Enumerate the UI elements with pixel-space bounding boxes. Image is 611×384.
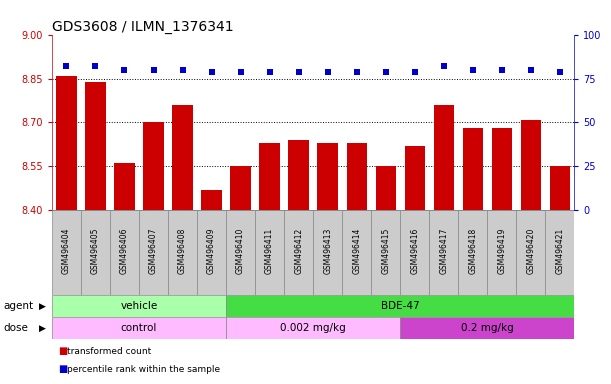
Text: 0.2 mg/kg: 0.2 mg/kg — [461, 323, 514, 333]
Text: ▶: ▶ — [39, 301, 46, 311]
Bar — [226, 210, 255, 295]
Bar — [226, 295, 574, 317]
Point — [148, 67, 158, 73]
Bar — [371, 210, 400, 295]
Text: agent: agent — [3, 301, 33, 311]
Bar — [404, 146, 425, 210]
Bar — [346, 143, 367, 210]
Bar — [172, 105, 192, 210]
Text: GSM496404: GSM496404 — [62, 228, 71, 274]
Bar — [168, 210, 197, 295]
Text: GSM496405: GSM496405 — [91, 228, 100, 274]
Text: 0.002 mg/kg: 0.002 mg/kg — [280, 323, 346, 333]
Text: GSM496415: GSM496415 — [381, 228, 390, 274]
Point — [410, 69, 420, 75]
Bar — [52, 210, 81, 295]
Bar — [376, 166, 396, 210]
Bar — [284, 210, 313, 295]
Text: GSM496409: GSM496409 — [207, 228, 216, 274]
Point — [439, 63, 448, 70]
Text: GSM496416: GSM496416 — [410, 228, 419, 274]
Text: GSM496420: GSM496420 — [526, 228, 535, 274]
Point — [178, 67, 188, 73]
Bar — [230, 166, 251, 210]
Bar — [202, 190, 222, 210]
Point — [497, 67, 507, 73]
Point — [90, 63, 100, 70]
Bar — [488, 210, 516, 295]
Bar — [521, 119, 541, 210]
Text: GSM496421: GSM496421 — [555, 228, 565, 274]
Bar — [52, 295, 226, 317]
Text: GSM496406: GSM496406 — [120, 228, 129, 274]
Text: GSM496417: GSM496417 — [439, 228, 448, 274]
Text: vehicle: vehicle — [120, 301, 158, 311]
Bar — [516, 210, 546, 295]
Text: GSM496418: GSM496418 — [468, 228, 477, 274]
Bar — [86, 81, 106, 210]
Point — [62, 63, 71, 70]
Bar — [342, 210, 371, 295]
Point — [236, 69, 246, 75]
Text: control: control — [121, 323, 157, 333]
Text: GSM496411: GSM496411 — [265, 228, 274, 274]
Bar — [52, 317, 226, 339]
Bar — [81, 210, 110, 295]
Bar — [546, 210, 574, 295]
Bar — [197, 210, 226, 295]
Text: GDS3608 / ILMN_1376341: GDS3608 / ILMN_1376341 — [52, 20, 233, 34]
Point — [294, 69, 304, 75]
Bar — [139, 210, 168, 295]
Bar — [463, 128, 483, 210]
Text: GSM496412: GSM496412 — [294, 228, 303, 274]
Bar — [400, 317, 574, 339]
Bar — [226, 317, 400, 339]
Text: GSM496408: GSM496408 — [178, 228, 187, 274]
Bar — [288, 140, 309, 210]
Text: GSM496410: GSM496410 — [236, 228, 245, 274]
Bar — [255, 210, 284, 295]
Point — [207, 69, 216, 75]
Text: ▶: ▶ — [39, 323, 46, 333]
Text: GSM496419: GSM496419 — [497, 228, 507, 274]
Bar — [144, 122, 164, 210]
Point — [526, 67, 536, 73]
Text: transformed count: transformed count — [67, 346, 152, 356]
Point — [468, 67, 478, 73]
Point — [352, 69, 362, 75]
Bar — [492, 128, 512, 210]
Bar — [434, 105, 454, 210]
Bar — [313, 210, 342, 295]
Text: ■: ■ — [58, 364, 67, 374]
Bar — [114, 163, 134, 210]
Point — [265, 69, 274, 75]
Bar — [550, 166, 570, 210]
Bar — [110, 210, 139, 295]
Bar — [429, 210, 458, 295]
Text: GSM496414: GSM496414 — [352, 228, 361, 274]
Bar — [318, 143, 338, 210]
Bar — [56, 76, 76, 210]
Bar — [458, 210, 488, 295]
Point — [323, 69, 332, 75]
Point — [120, 67, 130, 73]
Point — [381, 69, 390, 75]
Text: BDE-47: BDE-47 — [381, 301, 420, 311]
Text: percentile rank within the sample: percentile rank within the sample — [67, 364, 221, 374]
Bar — [400, 210, 429, 295]
Text: dose: dose — [3, 323, 28, 333]
Text: GSM496413: GSM496413 — [323, 228, 332, 274]
Point — [555, 69, 565, 75]
Text: GSM496407: GSM496407 — [149, 228, 158, 274]
Bar — [260, 143, 280, 210]
Text: ■: ■ — [58, 346, 67, 356]
